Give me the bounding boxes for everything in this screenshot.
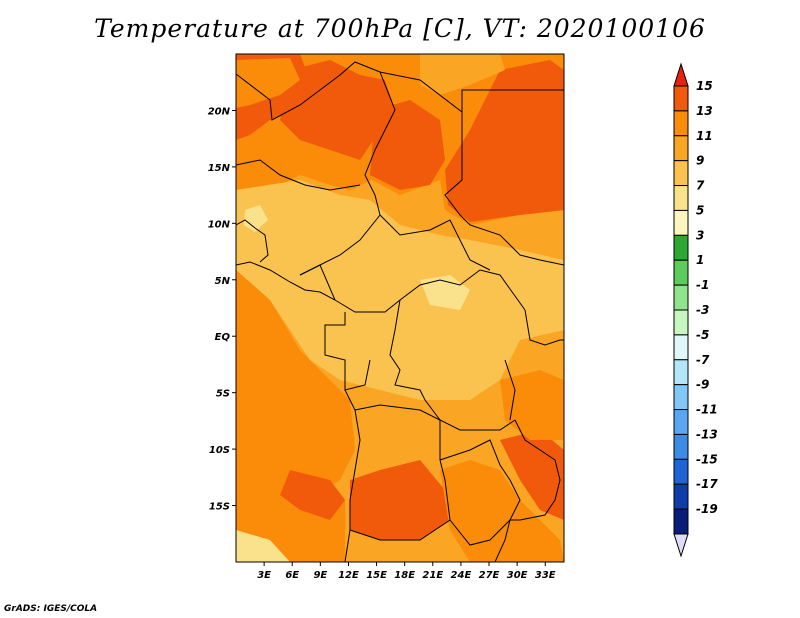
colorbar-label: -9 bbox=[696, 378, 709, 392]
colorbar-swatch bbox=[673, 110, 689, 137]
colorbar-swatch bbox=[673, 433, 689, 460]
colorbar: 15 13 11 9 7 5 3 1 -1 -3 -5 -7 -9 -11 -13 -15 -17 -19 bbox=[673, 62, 718, 558]
colorbar-swatch bbox=[673, 135, 689, 162]
lat-tick-label: 10N bbox=[208, 219, 231, 230]
colorbar-swatch bbox=[673, 160, 689, 187]
lon-tick-label: 15E bbox=[366, 570, 387, 581]
lat-tick-label: 15N bbox=[208, 163, 231, 174]
lat-tick-label: 20N bbox=[208, 106, 231, 117]
lat-tick-label: 10S bbox=[209, 445, 230, 456]
colorbar-swatch bbox=[673, 483, 689, 510]
lat-tick-label: 5N bbox=[215, 276, 231, 287]
longitude-axis: 3E 6E 9E 12E 15E 18E 21E 24E 27E 30E 33E bbox=[257, 562, 556, 581]
colorbar-label: -15 bbox=[696, 452, 718, 466]
colorbar-label: 1 bbox=[696, 253, 704, 267]
lon-tick-label: 27E bbox=[479, 570, 500, 581]
lon-tick-label: 21E bbox=[422, 570, 443, 581]
colorbar-swatch bbox=[673, 508, 689, 535]
lat-tick-label: 15S bbox=[209, 502, 230, 513]
lon-tick-label: 9E bbox=[313, 570, 327, 581]
colorbar-swatch bbox=[673, 334, 689, 361]
lon-tick-label: 33E bbox=[535, 570, 556, 581]
colorbar-label: -11 bbox=[696, 403, 718, 417]
temperature-field bbox=[236, 54, 564, 562]
lon-tick-label: 30E bbox=[507, 570, 528, 581]
colorbar-label: 13 bbox=[696, 104, 713, 118]
colorbar-label: -1 bbox=[696, 278, 709, 292]
colorbar-swatch bbox=[673, 359, 689, 386]
colorbar-swatch bbox=[673, 284, 689, 311]
colorbar-swatch bbox=[673, 185, 689, 211]
colorbar-label: 15 bbox=[696, 79, 713, 93]
lon-tick-label: 6E bbox=[285, 570, 299, 581]
grads-credit: GrADS: IGES/COLA bbox=[4, 604, 98, 614]
colorbar-label: 3 bbox=[696, 228, 704, 242]
colorbar-label: -13 bbox=[696, 427, 718, 441]
colorbar-bottom-arrow bbox=[673, 533, 689, 558]
colorbar-label: 7 bbox=[696, 179, 705, 193]
colorbar-label: 5 bbox=[696, 203, 704, 217]
colorbar-swatch bbox=[673, 234, 689, 261]
colorbar-label: 11 bbox=[696, 129, 713, 143]
colorbar-swatch bbox=[673, 409, 689, 435]
colorbar-label: -19 bbox=[696, 502, 718, 516]
lon-tick-label: 18E bbox=[394, 570, 415, 581]
colorbar-swatch bbox=[673, 259, 689, 286]
colorbar-label: -5 bbox=[696, 328, 709, 342]
lat-tick-label: EQ bbox=[215, 332, 231, 343]
colorbar-label: 9 bbox=[696, 154, 704, 168]
lon-tick-label: 24E bbox=[451, 570, 472, 581]
lon-tick-label: 12E bbox=[338, 570, 359, 581]
colorbar-label: -7 bbox=[696, 353, 710, 367]
lat-tick-label: 5S bbox=[216, 389, 230, 400]
colorbar-top-arrow bbox=[673, 62, 689, 87]
colorbar-swatch bbox=[673, 384, 689, 411]
colorbar-label: -3 bbox=[696, 303, 709, 317]
country-borders bbox=[236, 61, 564, 562]
colorbar-swatch bbox=[673, 209, 689, 236]
latitude-axis: 20N 15N 10N 5N EQ 5S 10S 15S bbox=[208, 106, 236, 513]
map-title: Temperature at 700hPa [C], VT: 202010010… bbox=[94, 14, 706, 43]
colorbar-swatch bbox=[673, 309, 689, 336]
map-frame bbox=[235, 53, 565, 563]
colorbar-swatch bbox=[673, 85, 689, 112]
colorbar-label: -17 bbox=[696, 477, 718, 491]
lon-tick-label: 3E bbox=[257, 570, 271, 581]
colorbar-swatch bbox=[673, 458, 689, 485]
